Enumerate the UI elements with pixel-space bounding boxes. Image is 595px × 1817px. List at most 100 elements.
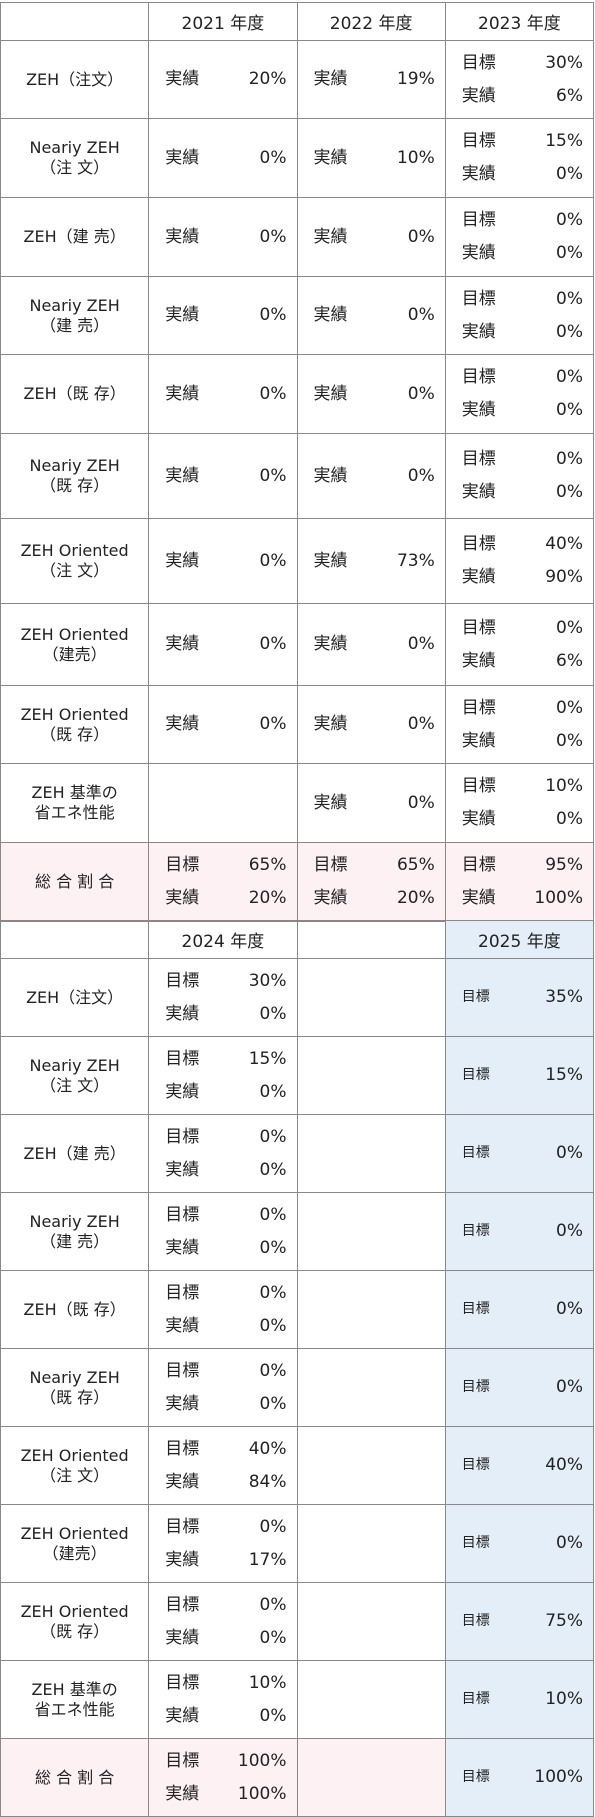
value-pair: 目標 0% [446,692,593,725]
value-cell: 目標 100% 実績 100% [148,1738,298,1817]
value-kind: 実績 [461,85,496,106]
value-cell: 目標 0% 実績 0% [148,1114,298,1193]
value-kind: 実績 [165,1159,200,1180]
label-line: ZEH（既 存） [23,384,126,403]
value-cell: 目標 0% 実績 17% [148,1504,298,1583]
value-cell: 目標 100% [444,1738,595,1817]
value-kind: 実績 [461,809,496,829]
value-kind: 目標 [461,1301,490,1317]
value-kind: 実績 [461,650,496,671]
value-pair: 目標 95% [446,849,593,882]
value-cell: 目標 15% 実績 0% [148,1036,298,1115]
value-kind: 実績 [165,1393,200,1414]
row-label: ZEH Oriented （注 文） [0,1426,150,1505]
column-header: 2022 年度 [296,2,446,41]
value-cell: 目標 0% 実績 0% [444,197,595,277]
value-text: 10% [545,776,583,796]
label-line: （建 売） [40,315,110,335]
value-cell: 実績 10% [296,118,446,198]
value-cell: 目標 35% [444,958,595,1037]
value-kind: 目標 [165,1282,200,1303]
value-cell: 目標 0% [444,1270,595,1349]
value-pair: 目標 30% [149,965,296,998]
value-pair: 目標 40% [149,1433,296,1466]
value-text: 0% [259,1126,287,1147]
value-kind: 目標 [461,1067,490,1083]
value-cell: 実績 20% [148,40,298,119]
value-kind: 実績 [165,1471,200,1492]
value-pair: 実績 100% [446,882,593,915]
column-header: 2023 年度 [444,2,595,41]
table-row: ZEH Oriented （既 存） 実績 0% 実績 0% 目標 0% 実績 0% [0,685,595,764]
value-text: 0% [556,1533,583,1553]
value-pair: 目標 0% [446,612,593,645]
value-kind: 目標 [461,210,496,230]
value-pair: 実績 0% [149,221,296,254]
value-kind: 目標 [461,534,496,554]
value-kind: 実績 [165,69,200,89]
value-kind: 実績 [461,164,496,184]
value-text: 0% [259,1360,287,1381]
row-label: Neariy ZEH （既 存） [0,1348,150,1427]
row-label: ZEH（既 存） [0,354,150,434]
row-label: 総 合 割 合 [0,1738,150,1817]
value-cell: 目標 0% 実績 0% [444,276,595,355]
label-line: （注 文） [40,1075,110,1095]
value-cell [148,763,298,843]
value-text: 90% [545,567,583,587]
value-cell: 目標 10% 実績 0% [148,1660,298,1739]
table-row: ZEH（建 売） 実績 0% 実績 0% 目標 0% 実績 0% [0,197,595,277]
value-kind: 目標 [461,1613,490,1629]
value-cell [296,1270,446,1349]
value-cell: 目標 0% 実績 0% [444,433,595,519]
value-text: 0% [259,1081,287,1102]
value-text: 17% [248,1549,287,1570]
value-text: 15% [545,1065,583,1085]
data-table: 2024 年度 2025 年度 ZEH（注文） 目標 30% 実績 0% 目標 35% Neari… [0,920,595,1817]
value-text: 0% [556,1377,583,1397]
row-label: ZEH Oriented （建売） [0,1504,150,1583]
value-pair: 目標 40% [446,1449,593,1482]
value-pair: 目標 0% [446,283,593,316]
table-row: Neariy ZEH （既 存） 実績 0% 実績 0% 目標 0% 実績 0% [0,433,595,519]
value-cell [296,1504,446,1583]
value-kind: 実績 [313,888,348,908]
row-label: Neariy ZEH （建 売） [0,276,150,355]
value-pair: 実績 0% [298,787,445,820]
value-kind: 目標 [165,1750,200,1771]
value-kind: 目標 [165,1204,200,1225]
column-header [296,920,446,959]
value-text: 100% [237,1783,287,1804]
value-cell: 目標 0% [444,1504,595,1583]
table-row: Neariy ZEH （注 文） 目標 15% 実績 0% 目標 15% [0,1036,595,1115]
value-pair: 目標 100% [149,1745,296,1778]
value-cell: 実績 0% [296,603,446,686]
header-row: 2021 年度 2022 年度 2023 年度 [0,2,595,41]
label-line: 総 合 割 合 [34,1767,115,1787]
value-text: 20% [396,888,435,908]
value-text: 30% [248,970,287,991]
value-pair: 実績 0% [149,545,296,578]
value-pair: 実績 0% [149,378,296,411]
value-kind: 実績 [165,634,200,654]
value-text: 10% [248,1672,287,1693]
value-kind: 実績 [165,147,200,168]
value-text: 0% [556,243,583,263]
value-text: 65% [396,855,435,875]
label-line: （建 売） [40,1231,110,1251]
value-kind: 実績 [461,321,496,342]
value-text: 40% [248,1438,287,1459]
value-cell: 目標 0% 実績 0% [148,1192,298,1271]
value-text: 0% [556,697,583,718]
value-text: 0% [259,147,287,168]
value-pair: 実績 0% [446,316,593,349]
data-table: 2021 年度 2022 年度 2023 年度 ZEH（注文） 実績 20% 実績 19% 目標… [0,2,595,922]
value-kind: 実績 [313,226,348,247]
value-kind: 目標 [165,1594,200,1615]
value-pair: 実績 0% [298,378,445,411]
value-cell: 目標 0% 実績 0% [148,1348,298,1427]
value-text: 0% [259,383,287,404]
value-text: 100% [237,1750,287,1771]
value-cell: 実績 0% [148,276,298,355]
value-pair: 目標 0% [446,361,593,394]
